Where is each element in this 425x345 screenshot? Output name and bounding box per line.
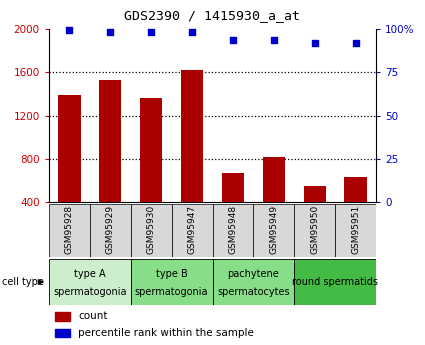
FancyBboxPatch shape	[131, 259, 212, 305]
Text: GSM95951: GSM95951	[351, 205, 360, 254]
FancyBboxPatch shape	[294, 204, 335, 257]
Text: spermatogonia: spermatogonia	[135, 287, 208, 297]
Point	[270, 37, 277, 42]
Text: round spermatids: round spermatids	[292, 277, 378, 287]
FancyBboxPatch shape	[335, 204, 376, 257]
Point	[230, 37, 236, 42]
Bar	[55, 329, 70, 337]
Bar	[99, 80, 122, 202]
FancyBboxPatch shape	[212, 259, 294, 305]
Text: GSM95949: GSM95949	[269, 205, 278, 254]
Bar	[222, 173, 244, 202]
Point	[107, 29, 113, 35]
Point	[66, 28, 73, 33]
FancyBboxPatch shape	[172, 204, 212, 257]
FancyBboxPatch shape	[49, 204, 90, 257]
Point	[312, 40, 318, 46]
FancyBboxPatch shape	[294, 259, 376, 305]
Text: pachytene: pachytene	[227, 269, 279, 279]
Text: count: count	[78, 312, 108, 322]
Bar	[140, 98, 162, 202]
Text: GDS2390 / 1415930_a_at: GDS2390 / 1415930_a_at	[125, 9, 300, 22]
FancyBboxPatch shape	[49, 259, 131, 305]
Bar	[303, 186, 326, 202]
Text: GSM95950: GSM95950	[310, 205, 319, 254]
Point	[352, 40, 359, 46]
Bar	[58, 95, 81, 202]
Text: GSM95930: GSM95930	[147, 205, 156, 254]
Text: spermatocytes: spermatocytes	[217, 287, 290, 297]
Text: percentile rank within the sample: percentile rank within the sample	[78, 328, 254, 338]
Text: type B: type B	[156, 269, 187, 279]
Point	[148, 29, 155, 35]
Text: cell type: cell type	[2, 277, 44, 287]
Text: spermatogonia: spermatogonia	[53, 287, 127, 297]
Text: GSM95929: GSM95929	[106, 205, 115, 254]
Text: GSM95928: GSM95928	[65, 205, 74, 254]
FancyBboxPatch shape	[90, 204, 131, 257]
Text: type A: type A	[74, 269, 105, 279]
Bar	[263, 157, 285, 202]
Text: GSM95947: GSM95947	[187, 205, 196, 254]
Bar	[344, 177, 367, 202]
Text: GSM95948: GSM95948	[229, 205, 238, 254]
FancyBboxPatch shape	[212, 204, 253, 257]
Bar	[55, 313, 70, 321]
Bar	[181, 70, 203, 202]
FancyBboxPatch shape	[253, 204, 294, 257]
Point	[189, 29, 196, 35]
FancyBboxPatch shape	[131, 204, 172, 257]
